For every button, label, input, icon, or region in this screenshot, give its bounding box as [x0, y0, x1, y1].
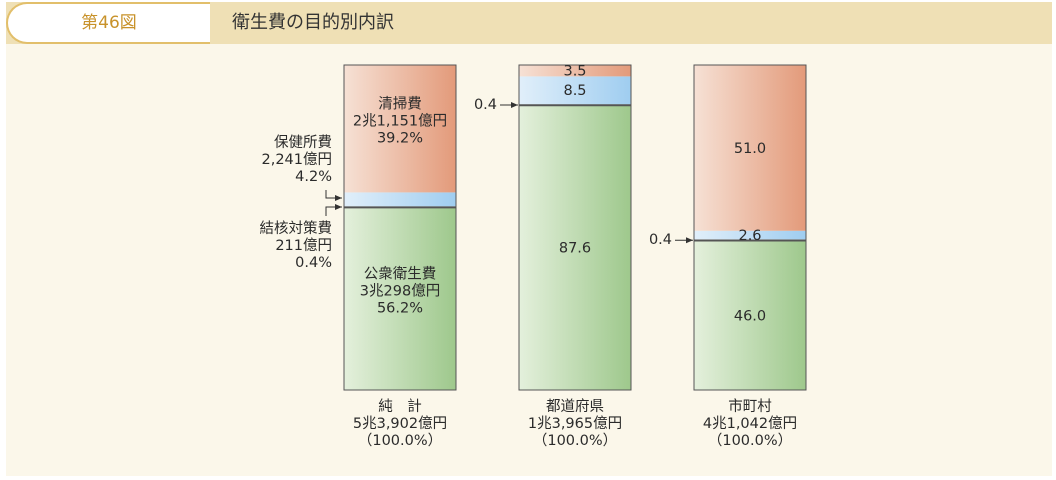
bar-1-cleaning-label-line-2: 2兆1,151億円: [353, 113, 447, 130]
bar-1-cleaning-label-line-1: 清掃費: [378, 95, 422, 113]
bar-3-tb-label: 0.4: [649, 232, 672, 248]
category-label-2-line-1: 都道府県: [546, 398, 604, 415]
figure-title: 衛生費の目的別内訳: [232, 12, 394, 33]
bar-1-public-health-label-line-2: 3兆298億円: [360, 283, 440, 300]
bar-1-public-health-label-line-1: 公衆衛生費: [364, 266, 437, 283]
category-label-3-line-1: 市町村: [728, 398, 772, 415]
annotation-tb-line-1: 結核対策費: [260, 220, 333, 237]
category-label-1-line-3: （100.0%）: [358, 432, 442, 449]
bar-2-health-center-label: 8.5: [563, 83, 586, 99]
bar-1-cleaning-label-line-3: 39.2%: [377, 131, 423, 147]
category-label-2-line-3: （100.0%）: [533, 432, 617, 449]
bar-2-tb-label: 0.4: [474, 97, 497, 113]
bar-2-outline: [518, 64, 632, 391]
bar-1-segment-cleaning: [344, 65, 456, 193]
bar-2-public-health-label: 87.6: [559, 241, 591, 257]
bar-1-segment-public-health: [344, 207, 456, 390]
figure-number-tab: 第46図: [6, 2, 210, 44]
annotation-health-center-arrow: [325, 190, 342, 201]
bar-3-segment-cleaning: [694, 65, 806, 231]
category-label-3-line-3: （100.0%）: [708, 432, 792, 449]
bar-3-segment-health-center: [694, 230, 806, 240]
bar-3-public-health-label: 46.0: [734, 308, 766, 324]
bar-1-public-health-label-line-3: 56.2%: [377, 301, 423, 317]
bar-3-outline: [693, 64, 807, 391]
bar-2-segment-public-health: [519, 105, 631, 391]
category-label-2-line-2: 1兆3,965億円: [528, 415, 622, 432]
bar-1-segment-health-center: [344, 192, 456, 207]
category-label-1-line-2: 5兆3,902億円: [353, 415, 447, 432]
bar-2-segment-cleaning: [519, 65, 631, 77]
annotation-health-center-line-3: 4.2%: [295, 169, 332, 185]
annotation-tb-line-2: 211億円: [275, 237, 332, 254]
bar-2-cleaning-label: 3.5: [563, 64, 586, 80]
bar-3-health-center-label: 2.6: [738, 228, 761, 244]
annotation-health-center-line-1: 保健所費: [274, 134, 332, 151]
annotation-tb-arrow: [325, 204, 342, 216]
bar-1-outline: [343, 64, 457, 391]
annotation-health-center-line-2: 2,241億円: [261, 151, 332, 168]
bar-3-segment-public-health: [694, 240, 806, 390]
category-label-1-line-1: 純 計: [378, 398, 422, 415]
annotation-tb-line-3: 0.4%: [295, 255, 332, 271]
bar-2-segment-health-center: [519, 76, 631, 104]
bar-3-cleaning-label: 51.0: [734, 141, 766, 157]
category-label-3-line-2: 4兆1,042億円: [703, 415, 797, 432]
